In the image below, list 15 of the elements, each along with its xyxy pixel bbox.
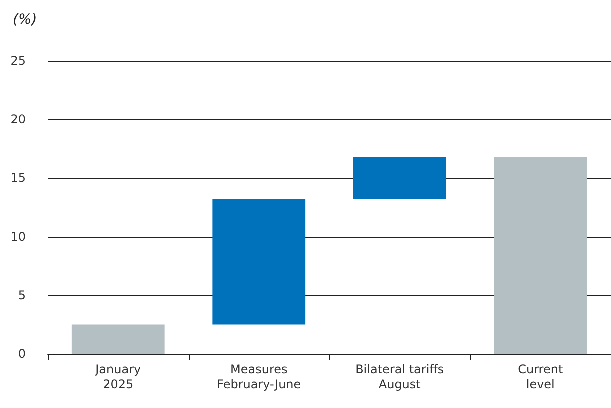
bar — [494, 157, 588, 354]
y-tick-label: 15 — [10, 171, 26, 186]
y-tick-label: 5 — [18, 288, 26, 302]
y-tick-label: 20 — [10, 112, 26, 127]
y-axis-title: (%) — [13, 12, 38, 28]
y-tick-label: 25 — [10, 54, 26, 68]
x-tick-label: Current level — [518, 362, 564, 392]
x-tick-label: Measures February-June — [217, 362, 302, 392]
y-tick-label: 0 — [18, 347, 26, 361]
bar — [72, 324, 165, 354]
x-tick-label: January 2025 — [94, 362, 142, 392]
bar — [212, 199, 306, 325]
x-tick-label: Bilateral tariffs August — [356, 362, 444, 392]
y-tick-label: 10 — [10, 230, 26, 244]
bar — [353, 157, 446, 200]
